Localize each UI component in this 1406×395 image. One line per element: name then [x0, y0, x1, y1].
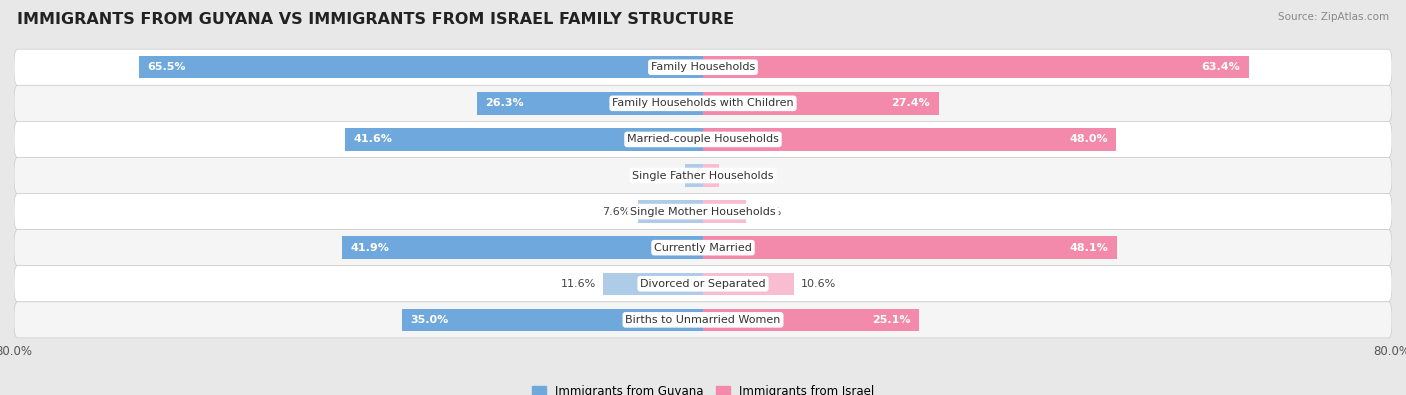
Text: 1.8%: 1.8% — [725, 171, 754, 181]
Bar — [703, 92, 939, 115]
Text: Divorced or Separated: Divorced or Separated — [640, 279, 766, 289]
Bar — [342, 237, 703, 259]
Legend: Immigrants from Guyana, Immigrants from Israel: Immigrants from Guyana, Immigrants from … — [531, 385, 875, 395]
Text: Married-couple Households: Married-couple Households — [627, 134, 779, 145]
Bar — [703, 56, 1249, 79]
Bar — [139, 56, 703, 79]
Text: 5.0%: 5.0% — [754, 207, 782, 216]
FancyBboxPatch shape — [14, 121, 1392, 158]
Bar — [703, 200, 747, 223]
Bar — [703, 237, 1118, 259]
FancyBboxPatch shape — [14, 49, 1392, 85]
Text: 7.6%: 7.6% — [602, 207, 631, 216]
Text: Single Mother Households: Single Mother Households — [630, 207, 776, 216]
Text: Currently Married: Currently Married — [654, 243, 752, 253]
Text: Family Households with Children: Family Households with Children — [612, 98, 794, 108]
Text: 63.4%: 63.4% — [1202, 62, 1240, 72]
Text: 2.1%: 2.1% — [650, 171, 678, 181]
FancyBboxPatch shape — [14, 85, 1392, 121]
Text: IMMIGRANTS FROM GUYANA VS IMMIGRANTS FROM ISRAEL FAMILY STRUCTURE: IMMIGRANTS FROM GUYANA VS IMMIGRANTS FRO… — [17, 12, 734, 27]
FancyBboxPatch shape — [14, 266, 1392, 302]
Text: 48.1%: 48.1% — [1070, 243, 1108, 253]
FancyBboxPatch shape — [14, 229, 1392, 266]
Bar — [603, 273, 703, 295]
Text: Births to Unmarried Women: Births to Unmarried Women — [626, 315, 780, 325]
Bar — [402, 308, 703, 331]
Text: 25.1%: 25.1% — [872, 315, 911, 325]
Text: 35.0%: 35.0% — [411, 315, 449, 325]
FancyBboxPatch shape — [14, 194, 1392, 229]
Bar — [637, 200, 703, 223]
FancyBboxPatch shape — [14, 158, 1392, 194]
Text: Source: ZipAtlas.com: Source: ZipAtlas.com — [1278, 12, 1389, 22]
Bar — [703, 164, 718, 187]
Bar — [703, 128, 1116, 150]
Text: Family Households: Family Households — [651, 62, 755, 72]
Bar — [703, 273, 794, 295]
Text: 10.6%: 10.6% — [801, 279, 837, 289]
Text: 41.9%: 41.9% — [350, 243, 389, 253]
Text: Single Father Households: Single Father Households — [633, 171, 773, 181]
Text: 48.0%: 48.0% — [1069, 134, 1108, 145]
Text: 65.5%: 65.5% — [148, 62, 186, 72]
Bar — [703, 308, 920, 331]
Text: 26.3%: 26.3% — [485, 98, 524, 108]
Text: 41.6%: 41.6% — [353, 134, 392, 145]
FancyBboxPatch shape — [14, 302, 1392, 338]
Text: 27.4%: 27.4% — [891, 98, 931, 108]
Bar — [477, 92, 703, 115]
Text: 11.6%: 11.6% — [561, 279, 596, 289]
Bar — [685, 164, 703, 187]
Bar — [344, 128, 703, 150]
